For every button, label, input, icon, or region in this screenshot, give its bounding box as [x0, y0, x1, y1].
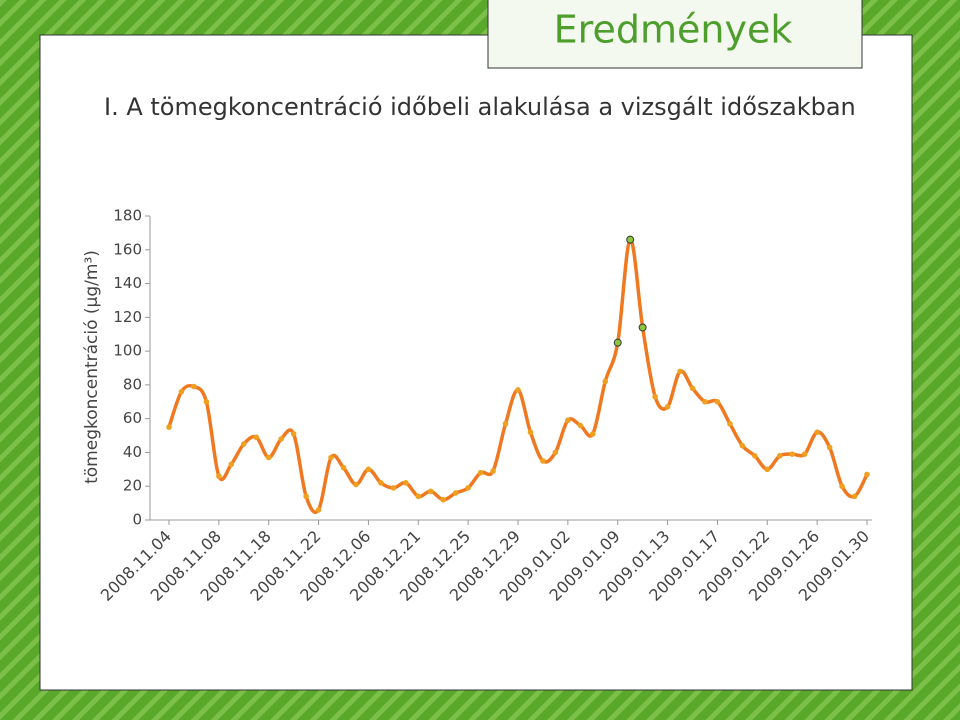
data-point — [552, 449, 559, 456]
data-point — [664, 404, 671, 410]
data-point — [702, 398, 708, 405]
data-point — [415, 493, 422, 500]
data-point — [390, 485, 397, 491]
y-tick-label: 20 — [123, 477, 142, 495]
data-point — [789, 451, 796, 457]
data-point — [265, 454, 272, 461]
data-point — [776, 453, 783, 459]
data-point — [689, 385, 696, 392]
data-point — [515, 387, 521, 393]
data-point — [378, 480, 384, 486]
data-point — [178, 388, 185, 395]
data-point — [540, 458, 546, 464]
y-tick-label: 120 — [113, 308, 142, 326]
data-point — [613, 338, 622, 347]
data-point — [490, 468, 496, 474]
data-point — [328, 454, 334, 461]
data-point — [278, 436, 284, 442]
data-point — [452, 490, 459, 496]
data-point — [739, 442, 746, 449]
data-point — [340, 464, 347, 471]
y-tick-label: 140 — [113, 274, 142, 292]
data-point — [626, 235, 635, 244]
slide-subtitle: I. A tömegkoncentráció időbeli alakulása… — [104, 93, 856, 121]
data-point — [864, 471, 870, 478]
data-point — [677, 368, 683, 375]
data-point — [565, 417, 571, 424]
data-point — [228, 461, 235, 468]
data-point — [652, 393, 658, 400]
data-point — [240, 441, 247, 447]
slide-title: Eredmények — [554, 8, 793, 52]
data-point — [465, 485, 471, 491]
y-tick-label: 100 — [113, 342, 142, 360]
data-point — [290, 431, 297, 437]
data-point — [714, 398, 721, 405]
data-point — [839, 483, 845, 490]
data-point — [203, 398, 210, 405]
y-tick-label: 80 — [123, 375, 142, 393]
data-point — [502, 420, 509, 427]
data-point — [253, 434, 260, 441]
data-point — [764, 466, 771, 473]
data-point — [440, 496, 447, 503]
y-tick-label: 40 — [123, 443, 142, 461]
data-point — [527, 429, 534, 435]
data-point — [365, 466, 372, 473]
data-point — [315, 507, 322, 513]
data-point — [477, 469, 484, 476]
data-point — [191, 383, 197, 390]
y-tick-label: 60 — [123, 409, 142, 427]
data-point — [851, 493, 858, 500]
data-point — [166, 424, 172, 430]
data-point — [577, 422, 584, 429]
y-axis-label: tömegkoncentráció (μg/m³) — [82, 250, 102, 484]
content-panel — [39, 34, 913, 691]
data-point — [427, 488, 434, 495]
data-point — [638, 323, 647, 332]
data-point — [303, 493, 309, 500]
data-point — [403, 480, 409, 486]
y-tick-label: 180 — [113, 207, 142, 225]
data-point — [602, 378, 609, 385]
title-box — [487, 0, 863, 69]
data-point — [826, 444, 833, 451]
y-tick-label: 0 — [132, 511, 142, 529]
y-tick-label: 160 — [113, 240, 142, 258]
data-point — [589, 431, 596, 437]
data-point — [353, 481, 359, 488]
data-point — [216, 473, 222, 479]
data-point — [814, 429, 820, 435]
data-point — [801, 451, 808, 457]
data-point — [752, 453, 758, 459]
data-point — [727, 420, 733, 427]
